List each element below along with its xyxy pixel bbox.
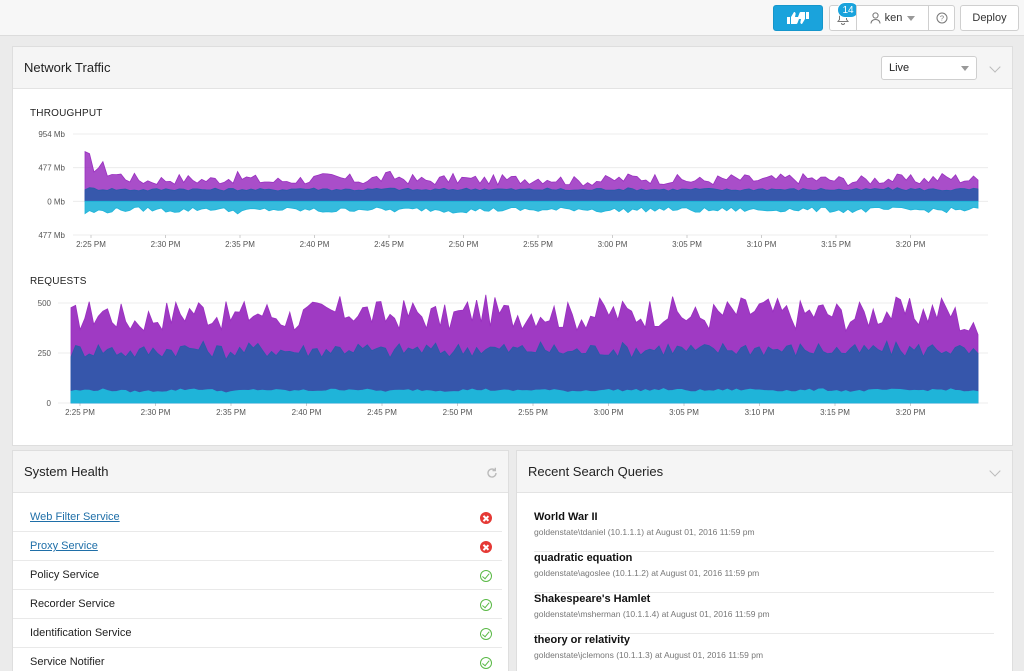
service-row: Service Notifier — [13, 648, 502, 671]
x-tick-label: 2:50 PM — [443, 408, 473, 417]
service-name: Service Notifier — [30, 656, 105, 668]
y-tick-label: 477 Mb — [38, 231, 65, 240]
system-health-panel: System Health Web Filter Service Proxy Se… — [12, 450, 509, 671]
x-tick-label: 3:00 PM — [594, 408, 624, 417]
x-tick-label: 2:55 PM — [518, 408, 548, 417]
x-tick-label: 3:20 PM — [896, 408, 926, 417]
x-tick-label: 3:10 PM — [747, 240, 777, 249]
error-circle-icon — [480, 541, 492, 553]
deploy-button[interactable]: Deploy — [960, 5, 1019, 31]
service-name: Recorder Service — [30, 598, 115, 610]
x-tick-label: 2:30 PM — [151, 240, 181, 249]
x-tick-label: 3:10 PM — [745, 408, 775, 417]
svg-text:?: ? — [939, 14, 943, 23]
collapse-chevron-icon[interactable] — [989, 61, 1001, 73]
chevron-down-icon — [907, 15, 916, 21]
user-menu-button[interactable]: ken — [856, 5, 929, 31]
user-icon — [870, 12, 881, 24]
time-range-select[interactable]: Live — [881, 56, 977, 80]
user-name: ken — [884, 12, 903, 24]
x-tick-label: 3:05 PM — [672, 240, 702, 249]
service-row[interactable]: Web Filter Service — [13, 503, 502, 532]
query-item: theory or relativity goldenstate\jclemons… — [534, 634, 994, 671]
y-tick-label: 0 — [47, 399, 52, 408]
query-meta: goldenstate\jclemons (10.1.1.3) at Augus… — [534, 650, 764, 660]
y-tick-label: 0 Mb — [47, 197, 65, 206]
requests-chart-title: REQUESTS — [30, 276, 87, 287]
check-circle-icon — [480, 570, 492, 582]
help-button[interactable]: ? — [928, 5, 955, 31]
query-text: theory or relativity — [534, 634, 630, 646]
collapse-chevron-icon[interactable] — [989, 465, 1001, 477]
throughput-chart-title: THROUGHPUT — [30, 108, 103, 119]
x-tick-label: 2:30 PM — [141, 408, 171, 417]
panel-header: System Health — [13, 451, 508, 493]
service-name: Identification Service — [30, 627, 132, 639]
x-tick-label: 3:15 PM — [820, 408, 850, 417]
panel-header: Network Traffic Live — [13, 47, 1012, 89]
panel-title: Network Traffic — [24, 60, 111, 75]
query-item: quadratic equation goldenstate\agoslee (1… — [534, 552, 994, 593]
x-tick-label: 2:35 PM — [216, 408, 246, 417]
series-area-base — [70, 388, 979, 404]
service-link[interactable]: Web Filter Service — [30, 511, 120, 523]
x-tick-label: 2:40 PM — [300, 240, 330, 249]
recent-search-panel: Recent Search Queries World War II golden… — [516, 450, 1013, 671]
query-text: quadratic equation — [534, 552, 633, 564]
time-range-value: Live — [889, 62, 910, 74]
panel-header: Recent Search Queries — [517, 451, 1012, 493]
top-bar: 14 ken ? Deploy — [0, 0, 1024, 36]
network-traffic-panel: Network Traffic Live THROUGHPUT 954 Mb 47… — [12, 46, 1013, 446]
requests-chart: 500 250 0 2:25 PM 2:30 PM 2:35 PM 2:40 PM 2:45 … — [38, 294, 988, 417]
x-tick-label: 2:45 PM — [367, 408, 397, 417]
x-tick-label: 2:35 PM — [225, 240, 255, 249]
service-name: Policy Service — [30, 569, 100, 581]
x-tick-label: 2:25 PM — [65, 408, 95, 417]
y-tick-label: 250 — [38, 349, 52, 358]
series-area-mid — [70, 340, 979, 404]
chevron-down-icon — [961, 66, 969, 71]
service-link[interactable]: Proxy Service — [30, 540, 98, 552]
query-text: Shakespeare's Hamlet — [534, 593, 651, 605]
series-area-mid — [84, 187, 979, 202]
refresh-icon[interactable] — [486, 467, 498, 479]
x-tick-label: 2:55 PM — [523, 240, 553, 249]
throughput-chart: 954 Mb 477 Mb 0 Mb 477 Mb 2:25 PM 2:30 PM 2:35… — [38, 130, 988, 249]
service-row[interactable]: Proxy Service — [13, 532, 502, 561]
query-item: World War II goldenstate\tdaniel (10.1.1.… — [534, 511, 994, 552]
query-meta: goldenstate\msherman (10.1.1.4) at Augus… — [534, 609, 770, 619]
panel-title: Recent Search Queries — [528, 464, 664, 479]
service-row: Recorder Service — [13, 590, 502, 619]
query-meta: goldenstate\tdaniel (10.1.1.1) at August… — [534, 527, 755, 537]
x-tick-label: 2:40 PM — [292, 408, 322, 417]
y-tick-label: 500 — [38, 299, 52, 308]
service-row: Policy Service — [13, 561, 502, 590]
x-tick-label: 3:20 PM — [896, 240, 926, 249]
x-tick-label: 3:00 PM — [598, 240, 628, 249]
error-circle-icon — [480, 512, 492, 524]
x-tick-label: 2:25 PM — [76, 240, 106, 249]
y-tick-label: 477 Mb — [38, 164, 65, 173]
feedback-button[interactable] — [773, 5, 823, 31]
thumbs-up-down-icon — [787, 12, 809, 24]
query-meta: goldenstate\agoslee (10.1.1.2) at August… — [534, 568, 760, 578]
query-item: Shakespeare's Hamlet goldenstate\msherman… — [534, 593, 994, 634]
y-tick-label: 954 Mb — [38, 130, 65, 139]
check-circle-icon — [480, 599, 492, 611]
panel-title: System Health — [24, 464, 109, 479]
query-text: World War II — [534, 511, 598, 523]
check-circle-icon — [480, 657, 492, 669]
x-tick-label: 3:15 PM — [821, 240, 851, 249]
x-tick-label: 3:05 PM — [669, 408, 699, 417]
service-row: Identification Service — [13, 619, 502, 648]
help-icon: ? — [936, 12, 947, 24]
x-tick-label: 2:50 PM — [449, 240, 479, 249]
series-area-inbound — [84, 200, 979, 215]
check-circle-icon — [480, 628, 492, 640]
x-tick-label: 2:45 PM — [374, 240, 404, 249]
